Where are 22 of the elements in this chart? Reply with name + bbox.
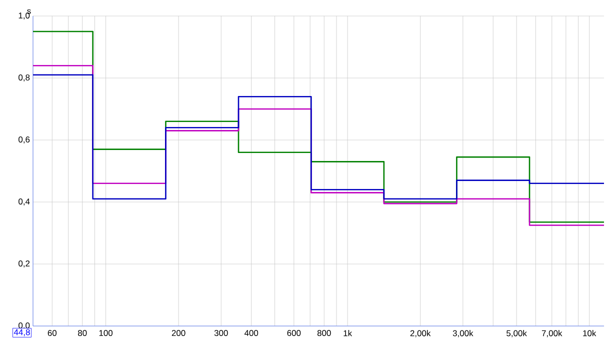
y-tick-label: 0,2: [18, 260, 30, 268]
x-tick-label: 80: [78, 330, 87, 336]
x-tick-label: 7,00k: [542, 330, 562, 338]
x-tick-label: 10k: [583, 330, 596, 336]
x-tick-label: 1k: [344, 330, 352, 336]
x-tick-label: 800: [317, 330, 331, 336]
text: 44,8: [14, 329, 30, 336]
x-tick-label: 60: [48, 330, 57, 336]
x-tick-label: 5,00k: [506, 330, 527, 338]
x-tick-label: 400: [244, 330, 258, 336]
x-tick-label: 300: [214, 330, 228, 336]
x-tick-label: 600: [287, 330, 301, 336]
x-tick-label: 3,00k: [452, 330, 474, 338]
y-tick-label: 0,6: [18, 136, 30, 144]
y-tick-label: 0,0: [18, 322, 30, 330]
x-tick-label: 100: [99, 330, 113, 336]
y-tick-label: 0,8: [18, 74, 30, 82]
x-tick-label: 2,00k: [410, 330, 431, 338]
x-tick-label: 200: [172, 330, 186, 336]
y-axis-title: s: [27, 9, 31, 14]
y-tick-label: 1,0: [18, 12, 30, 20]
y-tick-label: 0,4: [18, 198, 30, 206]
